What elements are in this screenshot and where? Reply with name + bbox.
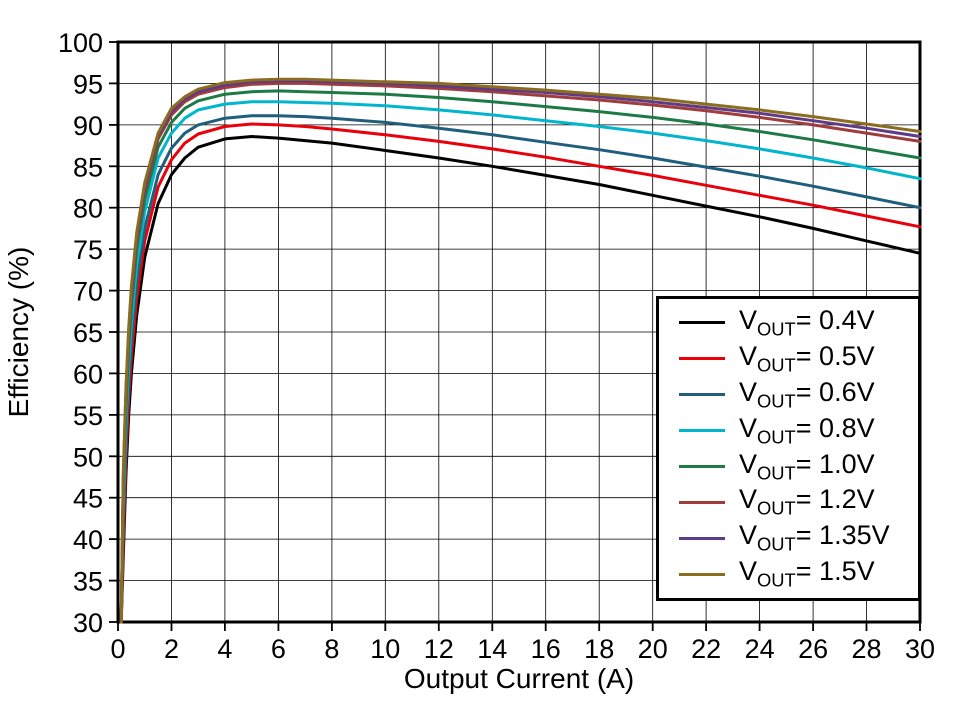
x-tick-label: 24 xyxy=(745,634,775,664)
x-tick-label: 26 xyxy=(798,634,828,664)
legend-label: VOUT= 0.6V xyxy=(739,376,875,412)
x-tick-label: 20 xyxy=(638,634,668,664)
x-tick-label: 10 xyxy=(370,634,400,664)
x-tick-label: 22 xyxy=(691,634,721,664)
y-tick-label: 65 xyxy=(73,318,103,348)
legend-line-sample xyxy=(679,500,725,504)
y-tick-label: 50 xyxy=(73,442,103,472)
legend-line-sample xyxy=(679,572,725,576)
x-tick-label: 16 xyxy=(531,634,561,664)
y-tick-label: 40 xyxy=(73,525,103,555)
y-tick-label: 95 xyxy=(73,69,103,99)
y-tick-label: 70 xyxy=(73,277,103,307)
y-tick-label: 35 xyxy=(73,567,103,597)
x-tick-label: 2 xyxy=(164,634,179,664)
legend-label: VOUT= 1.35V xyxy=(739,520,890,555)
series-line xyxy=(119,77,922,624)
y-tick-label: 30 xyxy=(73,608,103,638)
legend-label: VOUT= 0.4V xyxy=(739,305,875,340)
series-line xyxy=(119,114,922,624)
x-tick-label: 18 xyxy=(584,634,614,664)
legend: VOUT= 0.4V VOUT= 0.5V VOUT= 0.6V VOUT= 0.8V… xyxy=(656,296,921,601)
y-tick-label: 45 xyxy=(73,484,103,514)
y-tick-label: 90 xyxy=(73,111,103,141)
x-tick-label: 12 xyxy=(424,634,454,664)
legend-line-sample xyxy=(679,357,725,361)
legend-line-sample xyxy=(679,393,725,397)
series-line xyxy=(119,122,922,624)
x-tick-label: 14 xyxy=(477,634,507,664)
legend-line-sample xyxy=(679,429,725,433)
x-tick-label: 4 xyxy=(217,634,232,664)
y-tick-label: 60 xyxy=(73,359,103,389)
y-tick-label: 80 xyxy=(73,194,103,224)
y-axis-label: Efficiency (%) xyxy=(3,247,34,418)
x-tick-label: 30 xyxy=(905,634,935,664)
x-axis-label: Output Current (A) xyxy=(404,663,634,694)
legend-label: VOUT= 0.8V xyxy=(739,412,875,448)
legend-line-sample xyxy=(679,321,725,325)
legend-label: VOUT= 1.5V xyxy=(739,556,875,591)
legend-label: VOUT= 1.0V xyxy=(739,448,875,483)
legend-item: VOUT= 0.8V xyxy=(679,414,918,447)
legend-label: VOUT= 0.5V xyxy=(739,340,875,376)
y-tick-label: 75 xyxy=(73,235,103,265)
x-tick-label: 28 xyxy=(851,634,881,664)
series-line xyxy=(119,100,922,624)
x-tick-label: 8 xyxy=(324,634,339,664)
legend-item: VOUT= 0.4V xyxy=(679,306,918,339)
legend-item: VOUT= 1.35V xyxy=(679,522,918,555)
x-tick-label: 0 xyxy=(110,634,125,664)
x-tick-label: 6 xyxy=(271,634,286,664)
series-line xyxy=(119,135,922,624)
legend-label: VOUT= 1.2V xyxy=(739,484,875,519)
y-tick-label: 55 xyxy=(73,401,103,431)
y-tick-label: 100 xyxy=(58,28,103,58)
legend-item: VOUT= 0.6V xyxy=(679,378,918,411)
legend-item: VOUT= 1.2V xyxy=(679,486,918,519)
legend-line-sample xyxy=(679,464,725,468)
legend-item: VOUT= 0.5V xyxy=(679,342,918,375)
legend-line-sample xyxy=(679,536,725,540)
legend-item: VOUT= 1.5V xyxy=(679,558,918,591)
y-tick-label: 85 xyxy=(73,152,103,182)
legend-item: VOUT= 1.0V xyxy=(679,450,918,483)
